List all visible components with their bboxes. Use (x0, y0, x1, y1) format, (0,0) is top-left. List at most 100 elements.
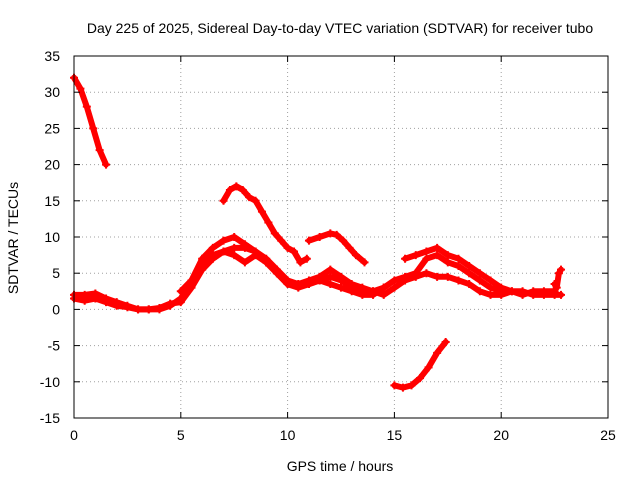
data-point (230, 251, 239, 260)
data-point (219, 236, 228, 245)
data-point (270, 229, 279, 238)
data-point (475, 276, 484, 285)
data-point (433, 243, 442, 252)
data-point (219, 196, 228, 205)
x-tick-label: 0 (70, 427, 78, 443)
data-point (294, 283, 303, 292)
data-point (337, 283, 345, 292)
data-point (345, 243, 354, 252)
data-point (76, 84, 85, 93)
ticks (73, 55, 609, 419)
data-point (465, 280, 474, 289)
data-point (198, 261, 207, 270)
data-point (337, 272, 345, 281)
y-tick-label: 35 (44, 48, 60, 64)
data-point (465, 269, 474, 278)
series-arc-i (550, 265, 566, 292)
data-point (557, 290, 566, 299)
data-point (332, 230, 341, 239)
data-point (326, 272, 335, 281)
data-point (208, 243, 217, 252)
data-point (486, 283, 495, 292)
data-point (283, 280, 292, 289)
data-point (102, 298, 111, 307)
y-tick-label: 5 (52, 265, 60, 281)
data-point (272, 269, 281, 278)
series-layer (70, 73, 566, 392)
data-point (230, 243, 239, 252)
data-point (230, 233, 239, 241)
data-point (497, 283, 506, 292)
series-arc-e (219, 182, 311, 267)
data-point (315, 233, 324, 241)
data-point (401, 272, 410, 281)
data-point (390, 283, 399, 292)
data-point (433, 251, 442, 260)
data-point (390, 381, 399, 390)
series-line (551, 266, 564, 291)
x-tick-label: 10 (280, 427, 296, 443)
data-point (225, 185, 234, 194)
data-point (240, 258, 249, 267)
data-point (441, 337, 450, 346)
data-point (238, 185, 247, 194)
data-point (187, 276, 196, 285)
data-point (422, 247, 431, 256)
data-point (257, 207, 266, 216)
x-tick-label: 15 (387, 427, 403, 443)
y-tick-label: 30 (44, 84, 60, 100)
y-tick-label: 0 (52, 301, 60, 317)
data-point (390, 276, 399, 285)
data-point (262, 258, 271, 267)
data-point (112, 301, 121, 310)
data-point (443, 251, 452, 260)
data-point (89, 124, 98, 133)
chart-title: Day 225 of 2025, Sidereal Day-to-day VTE… (87, 20, 594, 36)
series-arc-f (304, 229, 369, 267)
data-point (443, 258, 452, 267)
data-point (454, 261, 463, 270)
data-point (134, 305, 143, 314)
data-point (422, 269, 431, 278)
data-point (326, 280, 335, 289)
series-arc-g (390, 337, 450, 392)
y-axis-label: SDTVAR / TECUs (5, 182, 21, 294)
data-point (401, 254, 410, 263)
data-point (443, 272, 452, 281)
data-point (251, 196, 260, 205)
data-point (347, 280, 356, 289)
data-point (91, 294, 100, 303)
data-point (407, 381, 416, 390)
data-point (518, 290, 527, 299)
data-point (339, 236, 348, 245)
data-point (454, 276, 463, 285)
y-tick-label: -15 (40, 410, 60, 426)
data-point (454, 254, 463, 263)
x-axis-label: GPS time / hours (287, 458, 394, 474)
data-point (290, 247, 299, 256)
data-point (198, 254, 207, 263)
data-point (557, 265, 566, 274)
data-point (304, 280, 313, 289)
series-arc-d (176, 247, 506, 299)
x-tick-label: 25 (600, 427, 616, 443)
data-point (411, 251, 420, 260)
data-point (475, 287, 484, 296)
data-point (296, 258, 305, 267)
data-point (144, 305, 153, 314)
data-point (326, 229, 335, 238)
data-point (416, 374, 425, 383)
data-point (358, 290, 367, 299)
data-point (219, 247, 228, 256)
data-point (187, 283, 196, 292)
data-point (379, 283, 388, 292)
data-point (529, 287, 538, 296)
x-tick-label: 20 (493, 427, 509, 443)
x-tick-label: 5 (177, 427, 185, 443)
data-point (208, 251, 217, 260)
data-point (240, 243, 249, 252)
data-point (422, 254, 431, 263)
data-point (277, 236, 286, 245)
data-point (475, 269, 484, 278)
